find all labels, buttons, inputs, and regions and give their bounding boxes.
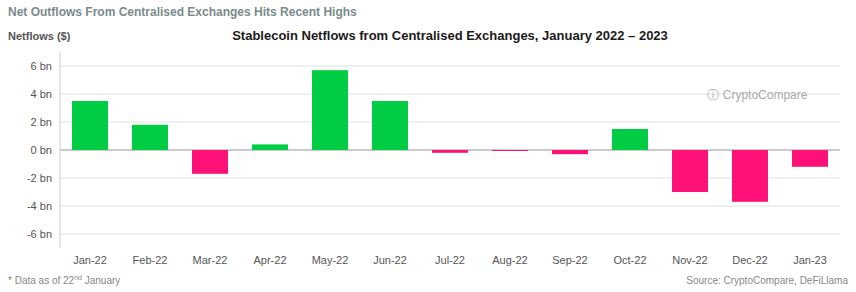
title: Stablecoin Netflows from Centralised Exc… xyxy=(232,28,668,43)
x-tick-label: May-22 xyxy=(312,254,349,266)
x-tick-label: Apr-22 xyxy=(253,254,286,266)
x-tick-label: Dec-22 xyxy=(732,254,767,266)
bar xyxy=(552,150,588,154)
y-tick-label: -6 bn xyxy=(27,228,52,240)
y-tick-label: 4 bn xyxy=(31,88,52,100)
grid-line xyxy=(60,66,840,67)
x-tick-label: Jun-22 xyxy=(373,254,407,266)
bars xyxy=(72,70,828,202)
watermark: ⓘ CryptoCompare xyxy=(707,88,807,102)
bar xyxy=(432,150,468,153)
bar xyxy=(132,125,168,150)
x-tick-label: Jan-22 xyxy=(73,254,107,266)
y-tick-label: 6 bn xyxy=(31,60,52,72)
footnote-text: January xyxy=(82,275,120,286)
grid-line xyxy=(60,122,840,123)
y-tick-label: -2 bn xyxy=(27,172,52,184)
y-axis-label: Netflows ($) xyxy=(8,30,71,42)
x-tick-label: Jul-22 xyxy=(435,254,465,266)
grid-line xyxy=(60,178,840,179)
footnote: * Data as of 22nd January xyxy=(8,274,120,286)
bar xyxy=(252,144,288,150)
source-note: Source: CryptoCompare, DeFiLlama xyxy=(686,275,848,286)
grid xyxy=(60,66,840,234)
bar xyxy=(792,150,828,167)
y-tick-label: -4 bn xyxy=(27,200,52,212)
x-tick-label: Nov-22 xyxy=(672,254,707,266)
x-tick-label: Oct-22 xyxy=(613,254,646,266)
subtitle: Net Outflows From Centralised Exchanges … xyxy=(8,5,357,19)
x-tick-label: Jan-23 xyxy=(793,254,827,266)
grid-line xyxy=(60,234,840,235)
footnote-superscript: nd xyxy=(74,274,82,281)
y-tick-label: 0 bn xyxy=(31,144,52,156)
bar xyxy=(372,101,408,150)
x-tick-label: Sep-22 xyxy=(552,254,587,266)
bar xyxy=(192,150,228,174)
grid-line xyxy=(60,206,840,207)
bar xyxy=(72,101,108,150)
chart: Net Outflows From Centralised Exchanges … xyxy=(0,0,856,292)
x-tick-label: Mar-22 xyxy=(193,254,228,266)
bar xyxy=(492,150,528,152)
bar xyxy=(672,150,708,192)
y-axis-line xyxy=(60,52,61,248)
x-tick-label: Feb-22 xyxy=(133,254,168,266)
footnote-text: * Data as of 22 xyxy=(8,275,75,286)
x-tick-label: Aug-22 xyxy=(492,254,527,266)
bar xyxy=(732,150,768,202)
bar xyxy=(612,129,648,150)
bar xyxy=(312,70,348,150)
y-tick-label: 2 bn xyxy=(31,116,52,128)
